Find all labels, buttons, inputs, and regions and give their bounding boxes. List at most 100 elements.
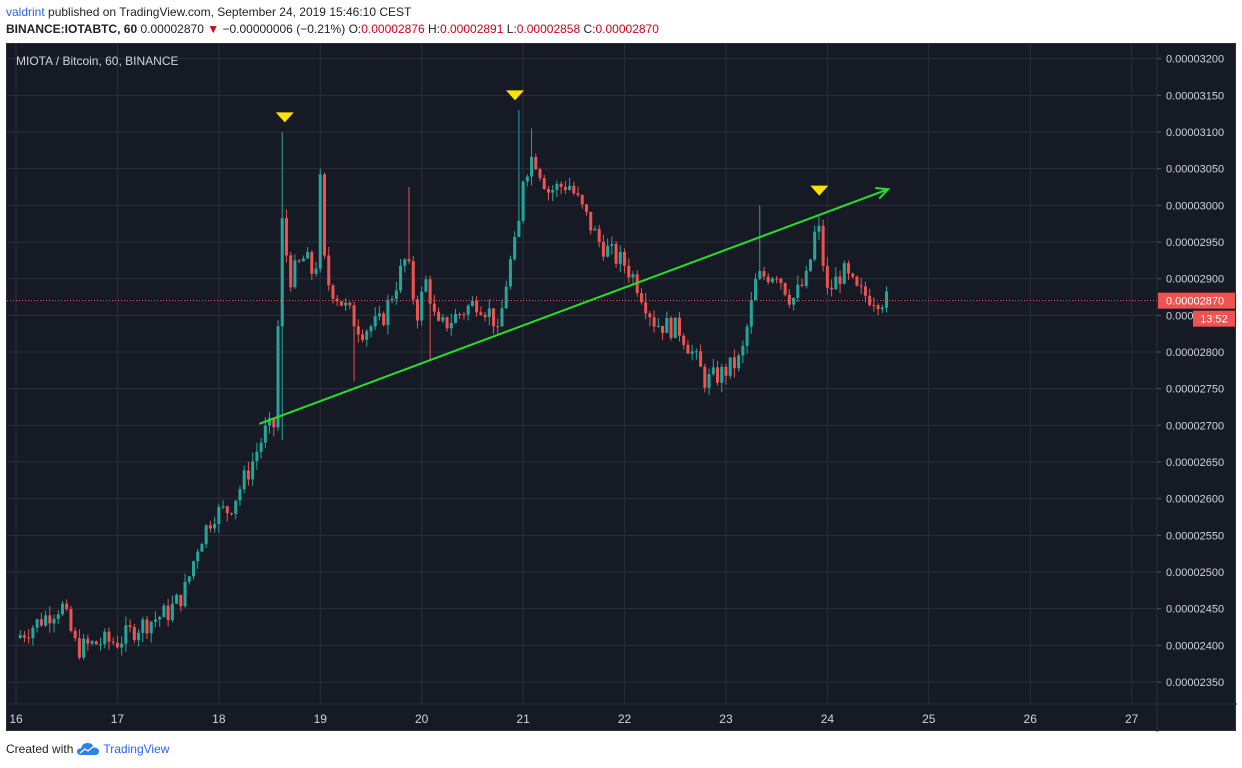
candle [555, 180, 559, 198]
candle [677, 312, 681, 342]
candle-body [234, 500, 238, 514]
candle [352, 301, 356, 382]
candle-body [399, 265, 403, 291]
y-tick-label: 0.00002650 [1166, 457, 1224, 469]
candle [213, 516, 217, 533]
candle [534, 153, 538, 170]
candle [517, 110, 521, 238]
candle-body [432, 303, 436, 312]
candle [297, 258, 301, 264]
candle [411, 255, 415, 305]
candle [614, 241, 618, 268]
candle [234, 500, 238, 520]
candle-body [623, 252, 627, 266]
candle-body [208, 525, 212, 529]
candle [128, 619, 132, 633]
candle [639, 288, 643, 305]
candle [179, 594, 183, 612]
candle-body [618, 252, 622, 264]
candle-body [475, 300, 479, 313]
candle-body [644, 302, 648, 314]
open-label: O: [348, 22, 362, 36]
candle-body [94, 641, 98, 645]
candle-body [749, 300, 753, 327]
publish-info: valdrint published on TradingView.com, S… [6, 5, 411, 19]
candle-body [838, 276, 842, 284]
candle-body [322, 174, 326, 256]
candle-body [310, 252, 314, 274]
candle [301, 255, 305, 262]
candle [149, 620, 153, 643]
candle-body [124, 625, 128, 644]
author-link[interactable]: valdrint [6, 5, 45, 19]
price-chart[interactable]: 0.00003200 0.00003150 0.00003100 0.00003050… [7, 44, 1237, 732]
candle-body [728, 357, 732, 376]
candle-body [825, 265, 829, 288]
candle [538, 167, 542, 182]
candle [610, 236, 614, 255]
candle [606, 238, 610, 258]
candle [876, 303, 880, 316]
candle-body [648, 313, 652, 318]
candle-body [301, 258, 305, 262]
candle [208, 520, 212, 533]
candle [272, 417, 276, 437]
candle [225, 505, 229, 522]
candle-body [855, 276, 859, 286]
ohlc-info: BINANCE:IOTABTC, 60 0.00002870 ▼ −0.0000… [6, 22, 659, 36]
candle [196, 548, 200, 569]
candle [255, 442, 259, 470]
candle-body [77, 638, 81, 658]
candle [732, 349, 736, 378]
candle [623, 248, 627, 274]
candle-body [217, 506, 221, 524]
candle [52, 614, 56, 633]
x-tick-label: 21 [516, 712, 530, 726]
candle-body [682, 335, 686, 345]
candle-body [103, 631, 107, 645]
candle [673, 317, 677, 339]
y-tick-label: 0.00003150 [1166, 90, 1224, 102]
candle-body [661, 325, 665, 333]
candle [770, 276, 774, 284]
candle-body [162, 605, 166, 618]
candle [259, 437, 263, 459]
candle [808, 258, 812, 273]
candle [445, 316, 449, 332]
tradingview-link[interactable]: TradingView [103, 742, 170, 756]
candle-body [48, 615, 52, 624]
candle [661, 325, 665, 341]
candle-body [44, 615, 48, 626]
chart-panel[interactable]: 0.00003200 0.00003150 0.00003100 0.00003050… [6, 43, 1237, 732]
candle-body [149, 621, 153, 634]
candle-body [572, 185, 576, 194]
x-tick-label: 20 [415, 712, 429, 726]
candle-body [703, 366, 707, 388]
candle [344, 298, 348, 311]
candle-body [145, 619, 149, 634]
candle [162, 603, 166, 618]
candle [82, 634, 86, 660]
candle [331, 283, 335, 304]
candle [593, 225, 597, 231]
current-price-tag [1158, 292, 1235, 309]
candle [217, 503, 221, 533]
candle [825, 257, 829, 295]
candle [728, 357, 732, 379]
candle [880, 304, 884, 314]
candle-body [111, 641, 115, 643]
candle [500, 299, 504, 327]
y-tick-label: 0.00003200 [1166, 54, 1224, 66]
candle [546, 186, 550, 201]
candle-body [306, 252, 310, 259]
candle-body [284, 218, 288, 256]
x-tick-label: 18 [212, 712, 226, 726]
candle [268, 412, 272, 434]
candle-body [834, 276, 838, 290]
candle [31, 625, 35, 646]
candle [449, 313, 453, 337]
candle-body [82, 638, 86, 658]
candle [745, 323, 749, 354]
y-tick-label: 0.00002950 [1166, 237, 1224, 249]
candle-body [851, 273, 855, 277]
